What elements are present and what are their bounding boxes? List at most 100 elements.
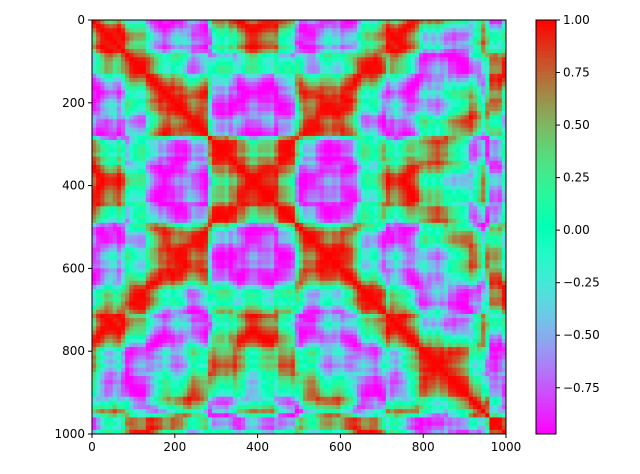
heatmap-cell: [468, 189, 474, 195]
heatmap-cell: [154, 77, 159, 83]
heatmap-cell: [286, 61, 292, 66]
heatmap-cell: [410, 90, 416, 95]
heatmap-cell: [497, 123, 503, 129]
heatmap-cell: [448, 131, 453, 137]
heatmap-cell: [112, 123, 118, 129]
heatmap-cell: [477, 181, 482, 186]
heatmap-cell: [323, 193, 329, 199]
heatmap-cell: [249, 102, 254, 108]
heatmap-cell: [212, 86, 217, 91]
heatmap-cell: [224, 28, 230, 33]
heatmap-cell: [216, 144, 221, 149]
heatmap-cell: [311, 98, 316, 104]
heatmap-cell: [170, 210, 176, 215]
heatmap-cell: [427, 198, 432, 203]
heatmap-cell: [286, 185, 292, 191]
heatmap-cell: [149, 32, 155, 37]
heatmap-cell: [286, 210, 292, 215]
heatmap-cell: [344, 61, 350, 66]
heatmap-cell: [460, 53, 465, 58]
heatmap-cell: [241, 53, 246, 58]
heatmap-cell: [365, 177, 370, 182]
heatmap-cell: [112, 164, 118, 170]
heatmap-cell: [133, 135, 138, 141]
heatmap-cell: [439, 189, 445, 195]
heatmap-cell: [116, 28, 122, 33]
heatmap-cell: [286, 73, 292, 79]
heatmap-cell: [270, 144, 275, 149]
heatmap-cell: [261, 57, 267, 62]
heatmap-cell: [270, 173, 275, 178]
heatmap-cell: [381, 28, 387, 33]
heatmap-cell: [497, 119, 503, 124]
heatmap-cell: [129, 127, 134, 133]
heatmap-cell: [481, 77, 486, 83]
heatmap-cell: [104, 189, 109, 195]
heatmap-cell: [456, 177, 461, 182]
heatmap-cell: [112, 131, 118, 137]
heatmap-cell: [125, 94, 130, 100]
heatmap-cell: [220, 164, 225, 170]
heatmap-cell: [178, 40, 184, 46]
heatmap-cell: [104, 160, 109, 166]
heatmap-cell: [158, 57, 163, 62]
heatmap-cell: [361, 202, 366, 207]
heatmap-cell: [290, 164, 296, 170]
heatmap-cell: [423, 36, 428, 42]
heatmap-cell: [435, 32, 441, 37]
heatmap-cell: [373, 24, 379, 29]
heatmap-cell: [390, 164, 395, 170]
heatmap-cell: [427, 127, 432, 133]
heatmap-cell: [394, 189, 399, 195]
heatmap-cell: [477, 82, 482, 87]
heatmap-cell: [460, 185, 465, 191]
heatmap-cell: [327, 32, 333, 37]
heatmap-cell: [141, 160, 147, 166]
heatmap-cell: [245, 160, 250, 166]
heatmap-cell: [398, 214, 403, 220]
heatmap-cell: [112, 82, 118, 87]
heatmap-cell: [414, 140, 420, 145]
heatmap-cell: [472, 44, 478, 50]
heatmap-cell: [274, 222, 279, 228]
heatmap-cell: [112, 181, 118, 186]
heatmap-cell: [149, 148, 155, 153]
heatmap-cell: [307, 40, 312, 46]
heatmap-cell: [344, 140, 350, 145]
heatmap-cell: [427, 28, 432, 33]
heatmap-cell: [104, 28, 109, 33]
heatmap-cell: [373, 53, 379, 58]
heatmap-cell: [373, 214, 379, 220]
heatmap-cell: [100, 177, 105, 182]
heatmap-cell: [212, 160, 217, 166]
heatmap-cell: [497, 77, 503, 83]
heatmap-cell: [270, 57, 275, 62]
heatmap-cell: [435, 173, 441, 178]
heatmap-cell: [336, 210, 341, 215]
heatmap-cell: [460, 111, 465, 116]
heatmap-cell: [92, 53, 97, 58]
heatmap-cell: [369, 61, 374, 66]
heatmap-cell: [439, 77, 445, 83]
heatmap-cell: [116, 123, 122, 129]
heatmap-cell: [340, 198, 345, 203]
heatmap-cell: [270, 90, 275, 95]
heatmap-cell: [493, 214, 499, 220]
heatmap-cell: [352, 61, 358, 66]
heatmap-cell: [141, 32, 147, 37]
heatmap-cell: [410, 61, 416, 66]
heatmap-cell: [410, 40, 416, 46]
heatmap-cell: [100, 98, 105, 104]
heatmap-cell: [327, 94, 333, 100]
heatmap-cell: [336, 144, 341, 149]
heatmap-cell: [104, 90, 109, 95]
heatmap-cell: [183, 119, 188, 124]
heatmap-cell: [443, 115, 449, 120]
heatmap-cell: [377, 36, 383, 42]
heatmap-cell: [307, 77, 312, 83]
heatmap-cell: [241, 123, 246, 129]
heatmap-cell: [129, 181, 134, 186]
heatmap-cell: [414, 36, 420, 42]
heatmap-cell: [191, 177, 196, 182]
heatmap-cell: [187, 181, 192, 186]
